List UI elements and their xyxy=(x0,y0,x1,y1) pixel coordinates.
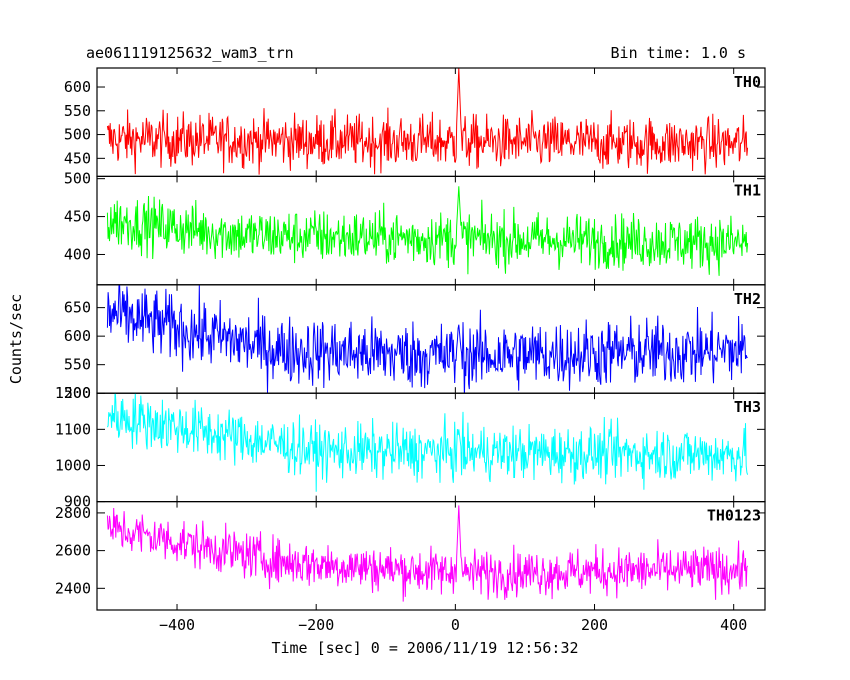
chart-title: ae061119125632_wam3_trn xyxy=(86,44,294,62)
panel-label-th3: TH3 xyxy=(734,398,761,416)
series-line-th0 xyxy=(106,68,749,175)
y-tick-label: 1200 xyxy=(55,384,91,402)
y-tick-label: 900 xyxy=(64,493,91,511)
y-tick-label: 500 xyxy=(64,384,91,402)
series-line-th2 xyxy=(106,284,748,394)
series-line-th0123 xyxy=(106,505,749,602)
panel-label-th1: TH1 xyxy=(734,181,761,199)
panel-label-th2: TH2 xyxy=(734,290,761,308)
bin-time-label: Bin time: 1.0 s xyxy=(610,44,746,62)
x-tick-label: 200 xyxy=(581,616,608,634)
panel-frame-th0123 xyxy=(96,501,766,611)
y-tick-label: 600 xyxy=(64,327,91,345)
y-tick-label: 450 xyxy=(64,208,91,226)
y-tick-label: 1100 xyxy=(55,420,91,438)
panel-label-th0123: TH0123 xyxy=(707,507,761,525)
x-tick-label: −200 xyxy=(298,616,334,634)
y-tick-label: 400 xyxy=(64,245,91,263)
y-tick-label: 550 xyxy=(64,102,91,120)
y-tick-label: 500 xyxy=(64,126,91,144)
x-axis-label: Time [sec] 0 = 2006/11/19 12:56:32 xyxy=(271,639,579,657)
y-tick-label: 1000 xyxy=(55,456,91,474)
y-tick-label: 550 xyxy=(64,356,91,374)
y-tick-label: 2600 xyxy=(55,542,91,560)
y-axis-label: Counts/sec xyxy=(7,293,25,385)
y-tick-label: 450 xyxy=(64,149,91,167)
series-line-th3 xyxy=(106,393,749,492)
y-tick-label: 500 xyxy=(64,170,91,188)
x-tick-label: 0 xyxy=(451,616,460,634)
x-tick-label: −400 xyxy=(159,616,195,634)
y-tick-label: 2800 xyxy=(55,504,91,522)
y-tick-label: 2400 xyxy=(55,579,91,597)
series-line-th1 xyxy=(106,186,749,276)
panel-label-th0: TH0 xyxy=(734,73,761,91)
y-tick-label: 650 xyxy=(64,299,91,317)
y-tick-label: 600 xyxy=(64,78,91,96)
x-tick-label: 400 xyxy=(720,616,747,634)
